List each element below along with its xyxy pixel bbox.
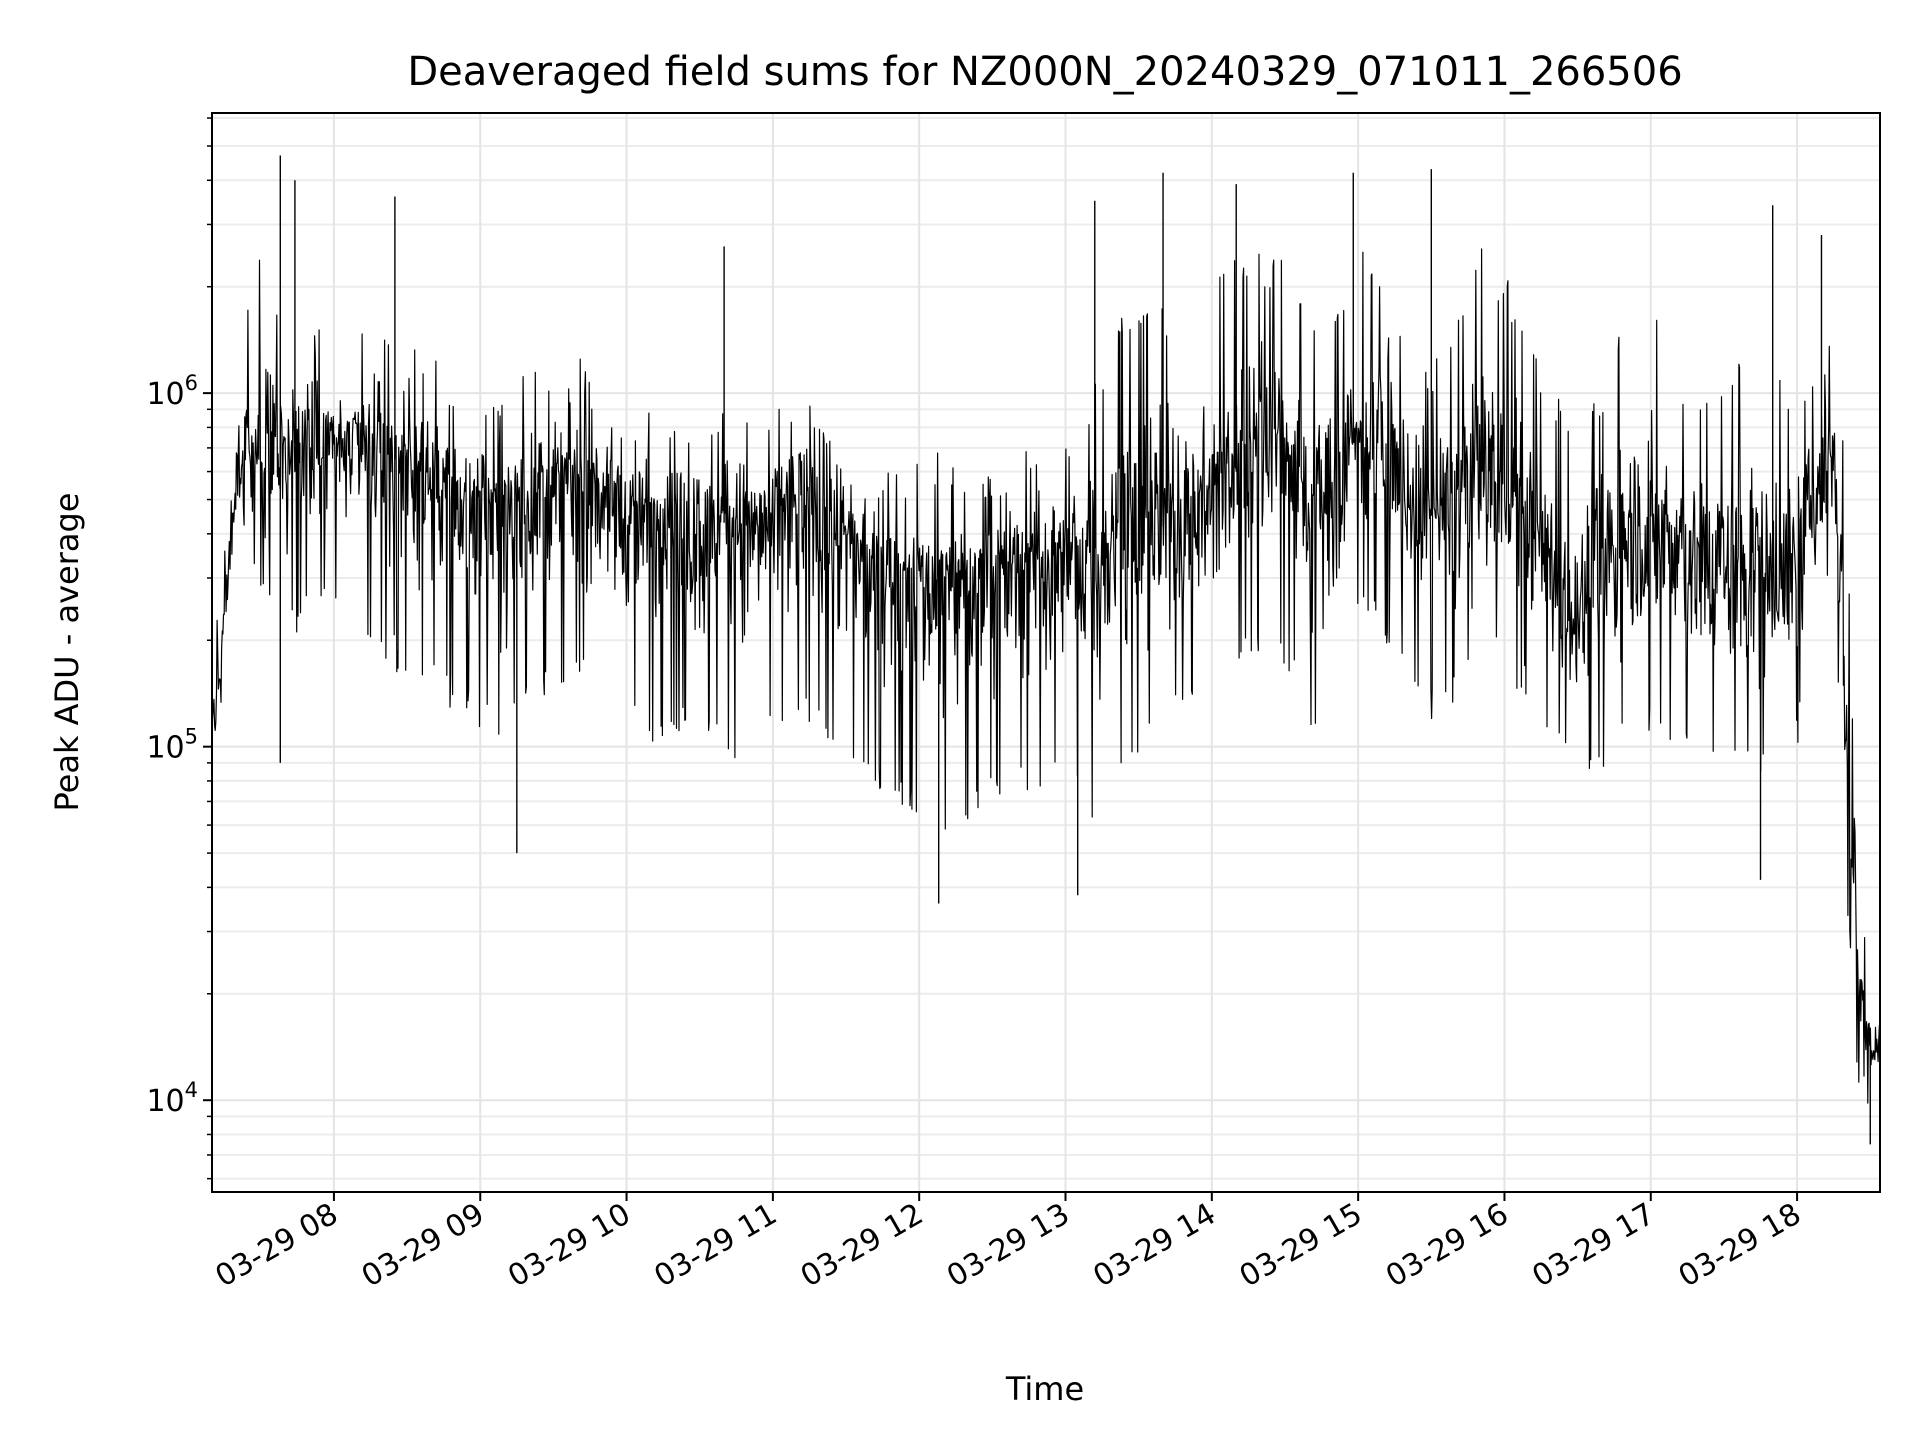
y-tick-label: 105 [146, 725, 198, 766]
y-axis-title: Peak ADU - average [48, 493, 86, 812]
grid [212, 113, 1880, 1192]
plot-frame [211, 112, 1881, 1193]
series-line [211, 248, 1881, 1104]
chart-title: Deaveraged field sums for NZ000N_2024032… [407, 49, 1682, 95]
y-axis: 104 105 106 [146, 117, 212, 1180]
plot-series [211, 155, 1881, 1145]
y-tick-label: 106 [146, 371, 198, 412]
y-tick-label: 104 [146, 1078, 198, 1119]
x-axis-title: Time [1005, 1370, 1084, 1408]
